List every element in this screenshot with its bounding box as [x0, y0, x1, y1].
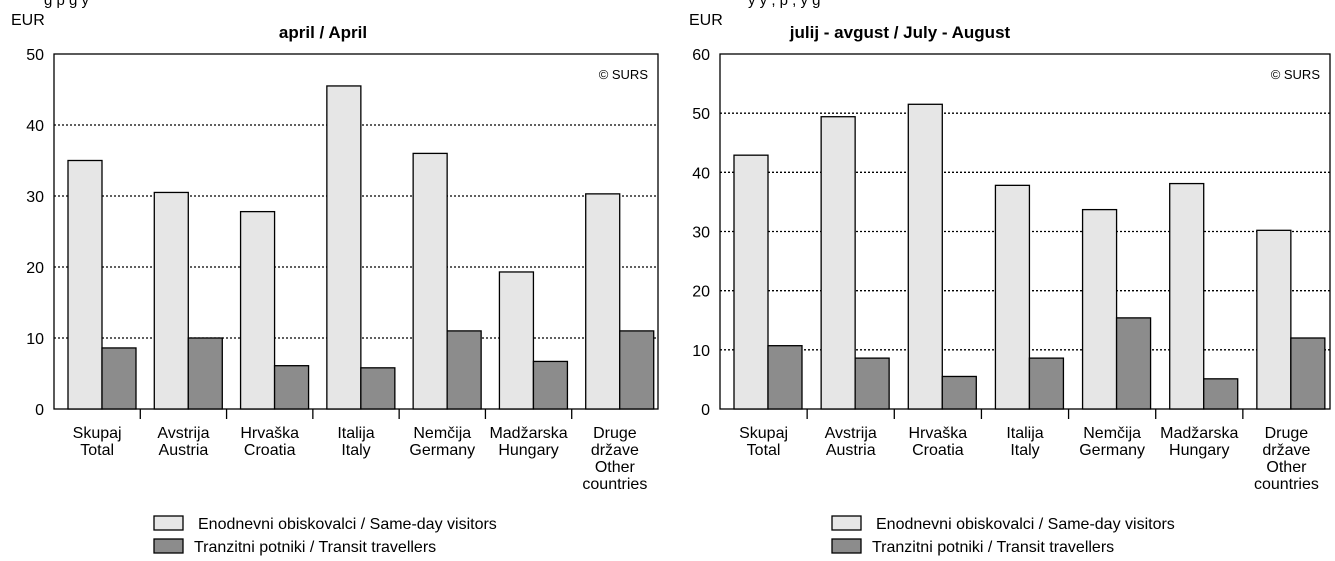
category-label: Austria [159, 442, 209, 459]
top-cut-text: g p g y [44, 0, 90, 9]
category-label: countries [1254, 476, 1319, 493]
category-label: Total [80, 442, 114, 459]
legend-label-transit: Tranzitni potniki / Transit travellers [194, 539, 436, 556]
y-axis-unit-label: EUR [11, 12, 45, 29]
legend-swatch-transit [153, 538, 184, 554]
category-label: države [1262, 442, 1310, 459]
category-label: Croatia [244, 442, 296, 459]
bar-transit [941, 375, 977, 410]
category-label: države [591, 442, 639, 459]
bar-same-day [239, 210, 276, 410]
bar-transit [1290, 337, 1326, 410]
category-label: Avstrija [825, 425, 877, 442]
legend-swatch-same-day [153, 515, 184, 531]
category-label: Skupaj [739, 425, 788, 442]
bar-transit [532, 360, 569, 410]
bar-same-day [907, 103, 943, 410]
category-label: Hrvaška [909, 425, 968, 442]
category-label: countries [582, 476, 647, 493]
y-tick-label: 10 [26, 331, 44, 348]
bar-transit [1203, 378, 1239, 410]
category-label: Total [747, 442, 781, 459]
category-label: Skupaj [73, 425, 122, 442]
y-tick-label: 40 [692, 165, 710, 182]
category-label: Avstrija [157, 425, 209, 442]
bar-transit [273, 365, 310, 410]
category-label: Other [595, 459, 636, 476]
category-label: Hungary [498, 442, 558, 459]
copyright-label: © SURS [1271, 67, 1321, 82]
bar-same-day [67, 159, 103, 410]
chart-title: april / April [279, 23, 367, 42]
bar-same-day [733, 154, 769, 410]
y-tick-label: 10 [692, 343, 710, 360]
y-tick-label: 40 [26, 118, 44, 135]
bar-transit [187, 337, 223, 410]
category-label: Germany [1079, 442, 1145, 459]
bar-same-day [1081, 208, 1118, 410]
legend-label-transit: Tranzitni potniki / Transit travellers [872, 539, 1114, 556]
category-label: Nemčija [413, 425, 471, 442]
category-label: Croatia [912, 442, 964, 459]
bar-same-day [326, 85, 362, 410]
bar-transit [1028, 357, 1065, 410]
bar-same-day [820, 116, 856, 410]
bar-transit [619, 330, 655, 410]
category-label: Madžarska [489, 425, 567, 442]
category-label: Nemčija [1083, 425, 1141, 442]
bar-transit [767, 345, 803, 410]
bar-same-day [498, 271, 535, 410]
category-label: Other [1266, 459, 1307, 476]
y-axis-unit-label: EUR [689, 12, 723, 29]
chart-july-august: y y , p , y g EUR julij - avgust / July - … [689, 0, 1331, 556]
category-label: Austria [826, 442, 876, 459]
copyright-label: © SURS [599, 67, 649, 82]
bar-transit [1115, 317, 1152, 410]
category-label: Italy [341, 442, 370, 459]
category-label: Italija [337, 425, 374, 442]
y-tick-label: 50 [692, 106, 710, 123]
y-tick-label: 50 [26, 47, 44, 64]
category-label: Druge [593, 425, 637, 442]
y-tick-label: 30 [692, 225, 710, 242]
category-label: Hungary [1169, 442, 1229, 459]
y-tick-label: 30 [26, 189, 44, 206]
bar-same-day [1169, 182, 1205, 410]
category-label: Hrvaška [240, 425, 299, 442]
y-tick-label: 0 [35, 402, 44, 419]
category-label: Druge [1265, 425, 1309, 442]
y-tick-label: 20 [26, 260, 44, 277]
bar-same-day [412, 152, 448, 410]
y-tick-label: 0 [701, 402, 710, 419]
top-cut-text: y y , p , y g [748, 0, 821, 9]
bar-same-day [1256, 229, 1292, 410]
bar-transit [101, 347, 137, 410]
bar-same-day [585, 193, 621, 410]
y-tick-label: 20 [692, 284, 710, 301]
bar-same-day [994, 184, 1031, 410]
bar-same-day [153, 191, 189, 410]
legend-swatch-transit [831, 538, 862, 554]
category-label: Italy [1010, 442, 1039, 459]
legend-label-same-day: Enodnevni obiskovalci / Same-day visitor… [198, 516, 497, 533]
category-label: Madžarska [1160, 425, 1238, 442]
legend-swatch-same-day [831, 515, 862, 531]
bar-transit [360, 367, 396, 410]
bar-transit [854, 357, 890, 410]
category-label: Italija [1006, 425, 1043, 442]
legend-label-same-day: Enodnevni obiskovalci / Same-day visitor… [876, 516, 1175, 533]
category-label: Germany [409, 442, 475, 459]
y-tick-label: 60 [692, 47, 710, 64]
chart-april: g p g y EUR april / April 0 10 20 30 40 50 © SURS… [11, 0, 659, 556]
chart-title: julij - avgust / July - August [789, 23, 1011, 42]
bar-transit [446, 330, 482, 410]
